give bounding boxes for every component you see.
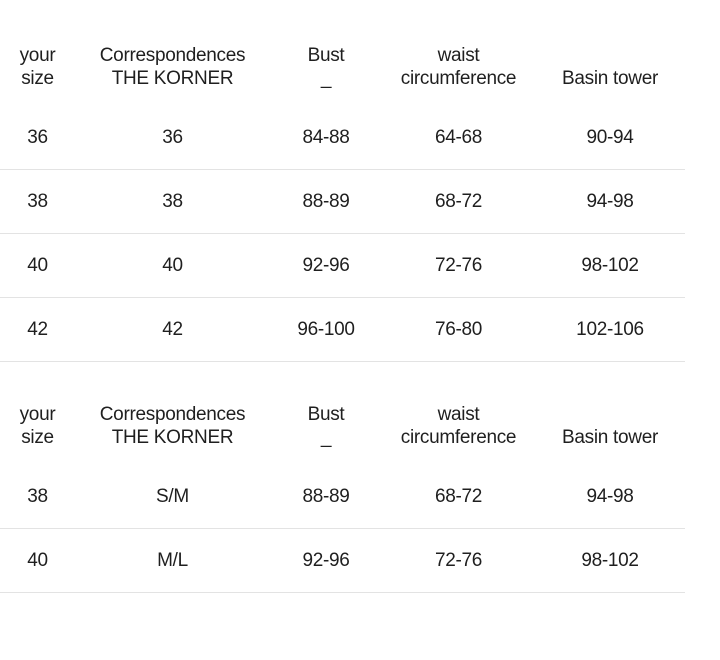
column-header-line: _ [320,427,332,448]
column-header-line: waist [437,404,480,425]
column-header-waist-circumference: waist circumference [382,30,535,106]
column-header-line: _ [320,68,332,89]
table-header-row: your size Correspondences THE KORNER Bust _ wa… [0,30,685,106]
table-cell-correspondences-the-korner: M/L [157,549,188,571]
column-header-line: Basin tower [562,68,658,89]
table-row: 40 40 92-96 72-76 98-102 [0,234,685,298]
column-header-bust: Bust _ [270,30,382,106]
table-cell-basin-tower: 90-94 [586,126,634,148]
table-cell-waist-circumference: 72-76 [434,549,483,571]
table-cell-your-size: 38 [27,485,48,507]
table-cell-your-size: 42 [27,318,48,340]
column-header-line: THE KORNER [111,427,234,448]
table-cell-waist-circumference: 76-80 [434,318,483,340]
table-cell-basin-tower: 94-98 [586,190,634,212]
table-cell-your-size: 40 [27,254,48,276]
table-cell-bust: 92-96 [302,254,350,276]
column-header-your-size: your size [0,389,75,465]
column-header-correspondences-the-korner: Correspondences THE KORNER [75,389,270,465]
column-header-line: Correspondences [99,45,246,66]
column-header-your-size: your size [0,30,75,106]
table-cell-waist-circumference: 68-72 [434,190,483,212]
table-row: 42 42 96-100 76-80 102-106 [0,298,685,362]
column-header-line: waist [437,45,480,66]
column-header-line: Correspondences [99,404,246,425]
table-cell-correspondences-the-korner: 36 [162,126,183,148]
table-cell-bust: 88-89 [302,485,350,507]
column-header-waist-circumference: waist circumference [382,389,535,465]
size-table-numeric: your size Correspondences THE KORNER Bust _ wa… [0,30,685,362]
table-row: 40 M/L 92-96 72-76 98-102 [0,529,685,593]
table-row: 36 36 84-88 64-68 90-94 [0,106,685,170]
column-header-line: Bust [307,404,345,425]
table-cell-correspondences-the-korner: 42 [162,318,183,340]
table-cell-basin-tower: 98-102 [581,549,639,571]
table-cell-correspondences-the-korner: 40 [162,254,183,276]
table-cell-bust: 88-89 [302,190,350,212]
column-header-line: size [21,427,54,448]
column-header-line: Bust [307,45,345,66]
column-header-line: your [19,404,56,425]
table-cell-basin-tower: 94-98 [586,485,634,507]
table-cell-waist-circumference: 64-68 [434,126,483,148]
column-header-correspondences-the-korner: Correspondences THE KORNER [75,30,270,106]
table-cell-your-size: 38 [27,190,48,212]
table-header-row: your size Correspondences THE KORNER Bust _ wa… [0,389,685,465]
table-cell-bust: 96-100 [297,318,355,340]
table-row: 38 38 88-89 68-72 94-98 [0,170,685,234]
table-cell-correspondences-the-korner: S/M [156,485,189,507]
column-header-line: circumference [400,427,517,448]
column-header-line: size [21,68,54,89]
table-cell-your-size: 40 [27,549,48,571]
size-table-letter: your size Correspondences THE KORNER Bust _ wa… [0,389,685,593]
column-header-basin-tower: Basin tower [535,30,685,106]
table-cell-your-size: 36 [27,126,48,148]
table-row: 38 S/M 88-89 68-72 94-98 [0,465,685,529]
table-cell-basin-tower: 98-102 [581,254,639,276]
table-cell-correspondences-the-korner: 38 [162,190,183,212]
table-cell-waist-circumference: 68-72 [434,485,483,507]
column-header-line: THE KORNER [111,68,234,89]
column-header-line: Basin tower [562,427,658,448]
table-cell-waist-circumference: 72-76 [434,254,483,276]
table-cell-bust: 84-88 [302,126,350,148]
column-header-basin-tower: Basin tower [535,389,685,465]
column-header-bust: Bust _ [270,389,382,465]
column-header-line: your [19,45,56,66]
table-cell-basin-tower: 102-106 [576,318,644,340]
column-header-line: circumference [400,68,517,89]
table-cell-bust: 92-96 [302,549,350,571]
